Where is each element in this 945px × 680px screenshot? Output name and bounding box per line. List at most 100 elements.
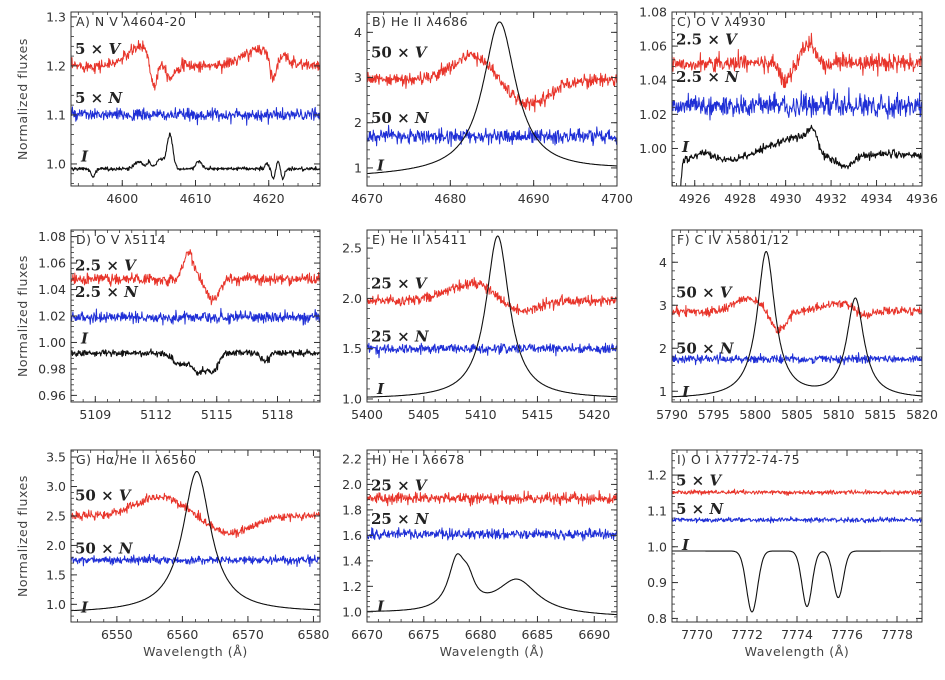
series-label-N: 5 × N [676, 500, 724, 518]
series-V-line [367, 49, 617, 113]
xtick-label: 5109 [79, 407, 111, 422]
panel-G: 1.0 1.5 2.0 2.5 3.0 3.5 6550 6560 6570 6580 G) Hα/… [15, 449, 329, 659]
series-N-line [672, 87, 922, 121]
panel-title: B) He II λ4686 [372, 14, 468, 29]
series-group [367, 21, 617, 175]
xtick-label: 5405 [408, 407, 440, 422]
panel-E: 1.0 1.5 2.0 2.5 5400 5405 5410 5415 5420 E) He II… [342, 229, 618, 422]
series-N-line [367, 124, 617, 147]
series-V-line [672, 32, 922, 89]
xtick-label: 4620 [253, 191, 285, 206]
ytick-label: 1.2 [46, 58, 66, 73]
xtick-label: 4600 [106, 191, 138, 206]
series-N-line [71, 106, 320, 126]
series-label-N: 5 × N [75, 89, 123, 107]
xtick-label: 4680 [434, 191, 466, 206]
series-label-N: 25 × N [371, 328, 430, 346]
plot-frame [366, 11, 618, 187]
plot-frame [671, 11, 923, 187]
series-V-line [672, 295, 922, 334]
series-N-line [367, 527, 617, 542]
xtick-label: 7774 [781, 627, 813, 642]
ytick-label: 3.5 [46, 450, 66, 465]
xtick-label: 6685 [522, 627, 554, 642]
ytick-label: 1 [354, 160, 362, 175]
ytick-label: 1.5 [342, 341, 362, 356]
ytick-label: 1.5 [46, 567, 66, 582]
panel-B: 1 2 3 4 4670 4680 4690 4700 B) He II λ4686 50 × V… [351, 11, 633, 206]
series-label-N: 2.5 × N [75, 283, 139, 301]
ytick-label: 1.08 [639, 5, 667, 20]
ytick-label: 1.04 [639, 73, 667, 88]
xtick-label: 5795 [698, 407, 730, 422]
ytick-label: 1.1 [647, 503, 667, 518]
series-I-line [672, 250, 922, 398]
series-N-line [367, 342, 617, 359]
xtick-label: 5420 [578, 407, 610, 422]
ytick-label: 4 [354, 25, 362, 40]
ytick-label: 4 [659, 255, 667, 270]
ytick-label: 1.4 [342, 553, 362, 568]
ytick-label: 1.08 [38, 229, 66, 244]
ytick-label: 1.04 [38, 282, 66, 297]
panel-A: 1.0 1.1 1.2 1.3 4600 4610 4620 A) N V λ4604-20 5… [15, 9, 321, 206]
series-label-N: 50 × N [676, 339, 735, 357]
ytick-label: 2 [659, 341, 667, 356]
xtick-label: 5790 [656, 407, 688, 422]
xtick-label: 7776 [831, 627, 863, 642]
xtick-label: 5810 [823, 407, 855, 422]
panel-title: I) O I λ7772-74-75 [677, 452, 800, 467]
x-axis-title: Wavelength (Å) [745, 644, 850, 659]
series-I-line [367, 21, 617, 175]
series-V-line [672, 488, 922, 496]
series-group [367, 235, 617, 398]
series-I-line [71, 470, 320, 612]
panel-title: E) He II λ5411 [372, 232, 467, 247]
ytick-label: 1.00 [38, 335, 66, 350]
plot-frame [70, 449, 321, 623]
series-label-I: I [376, 157, 385, 175]
series-group [367, 490, 617, 616]
xtick-label: 6675 [408, 627, 440, 642]
ytick-label: 1.02 [38, 309, 66, 324]
series-I-line [367, 235, 617, 398]
ytick-label: 1.2 [342, 579, 362, 594]
series-I-line [367, 553, 617, 616]
series-label-N: 50 × N [75, 539, 134, 557]
xtick-label: 5118 [262, 407, 294, 422]
panel-title: G) Hα/He II λ6560 [76, 452, 197, 467]
series-V-line [71, 492, 320, 539]
xtick-label: 5800 [739, 407, 771, 422]
series-I-line [672, 124, 922, 186]
series-V-line [367, 490, 617, 507]
ytick-label: 2.0 [342, 477, 362, 492]
ytick-label: 3 [659, 298, 667, 313]
xtick-label: 4932 [815, 191, 847, 206]
series-N-line [71, 307, 320, 326]
series-I-line [71, 132, 320, 181]
series-N-line [672, 351, 922, 366]
ytick-label: 1 [659, 384, 667, 399]
series-group [672, 250, 922, 398]
series-group [71, 249, 320, 376]
xtick-label: 5415 [522, 407, 554, 422]
ytick-label: 1.6 [342, 528, 362, 543]
ytick-label: 1.00 [639, 141, 667, 156]
ytick-label: 0.96 [38, 388, 66, 403]
ytick-label: 2 [354, 115, 362, 130]
series-label-I: I [80, 148, 89, 166]
series-label-N: 50 × N [371, 109, 430, 127]
xtick-label: 4700 [601, 191, 633, 206]
xtick-label: 4934 [861, 191, 893, 206]
panel-C: 1.00 1.02 1.04 1.06 1.08 4926 4928 4930 4932 4934… [639, 5, 938, 207]
ytick-label: 1.06 [38, 256, 66, 271]
series-label-I: I [681, 383, 690, 401]
xtick-label: 6690 [578, 627, 610, 642]
panel-title: F) C IV λ5801/12 [677, 232, 789, 247]
series-V-line [71, 40, 320, 91]
x-axis-title: Wavelength (Å) [440, 644, 545, 659]
y-axis-title: Normalized fluxes [15, 475, 30, 597]
x-axis-title: Wavelength (Å) [143, 644, 248, 659]
series-label-I: I [80, 598, 89, 616]
ytick-label: 3 [354, 70, 362, 85]
